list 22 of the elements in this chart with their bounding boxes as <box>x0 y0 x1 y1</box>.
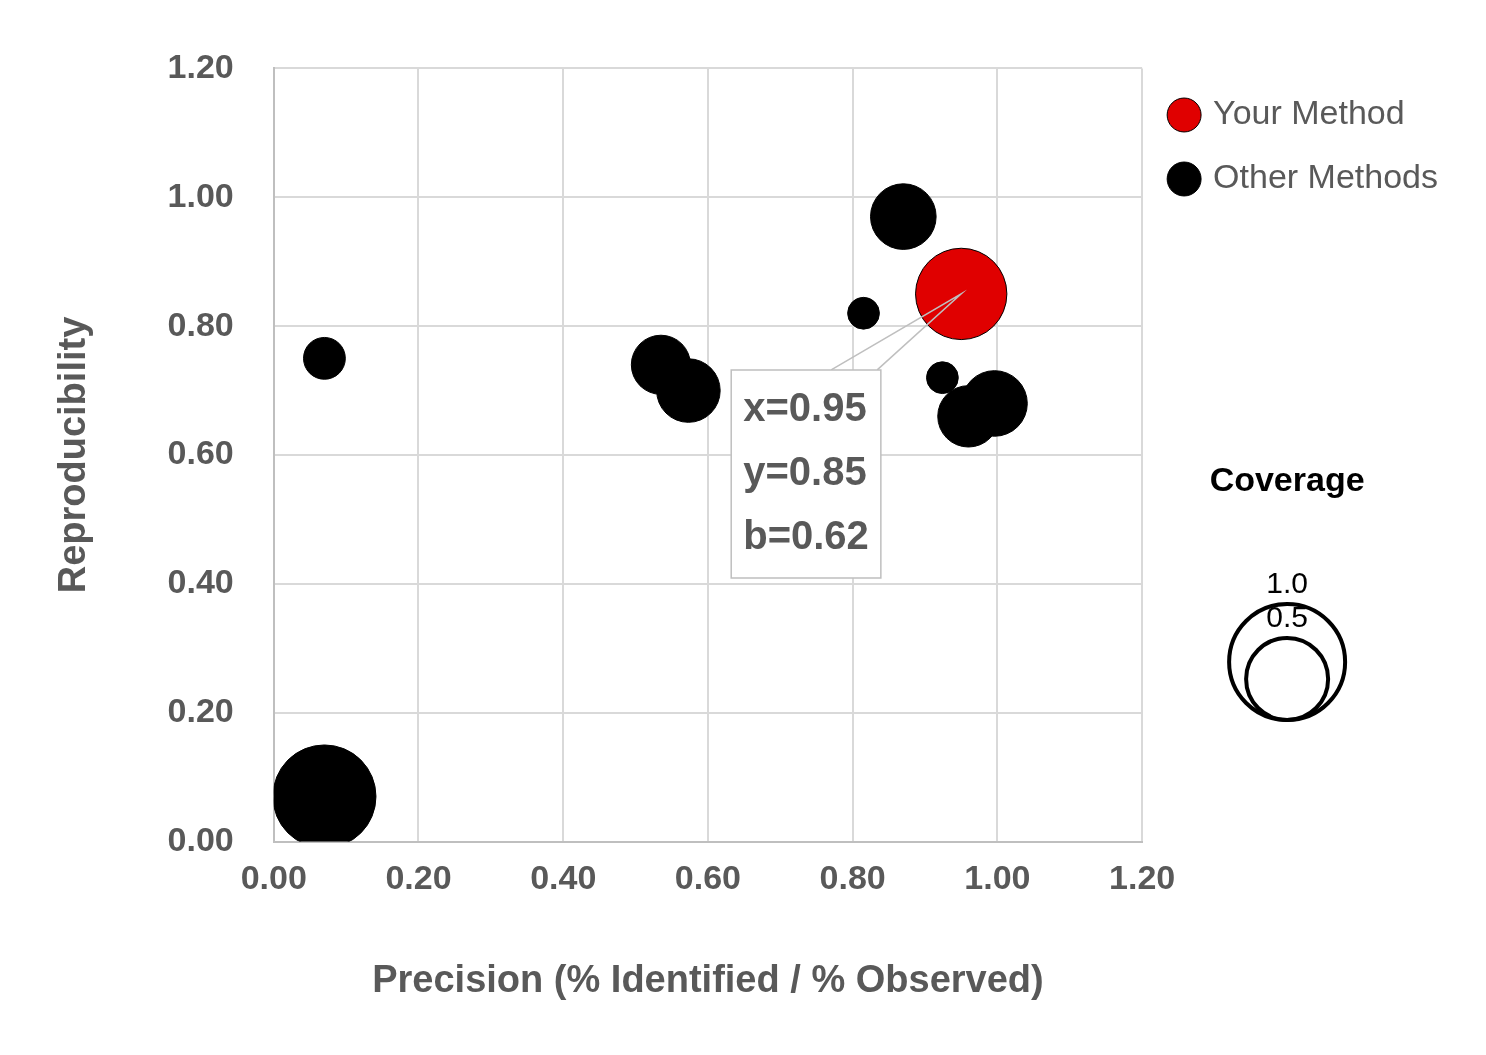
y-tick-label: 1.20 <box>167 46 234 85</box>
annotation: x=0.95 y=0.85 b=0.62 <box>743 384 869 557</box>
x-axis-title: Precision (% Identified / % Observed) <box>372 957 1044 1000</box>
legend-label: Other Methods <box>1213 157 1439 196</box>
legend-label: 1.0 <box>1266 566 1308 600</box>
x-tick-label: 0.00 <box>240 858 307 897</box>
legend-label: Your Method <box>1213 93 1405 132</box>
y-tick-label: 1.00 <box>167 175 234 214</box>
x-tick-label: 0.20 <box>385 858 452 897</box>
y-tick-label: 0.60 <box>167 433 234 472</box>
x-tick-label: 0.80 <box>819 858 886 897</box>
y-axis-title: Reproducibility <box>51 316 94 594</box>
y-tick-label: 0.20 <box>167 691 234 730</box>
y-tick-label: 0.40 <box>167 562 234 601</box>
y-tick-label: 0.80 <box>167 304 234 343</box>
x-tick-label: 1.20 <box>1109 858 1176 897</box>
legend-title: Coverage <box>1209 460 1365 499</box>
x-tick-label: 1.00 <box>964 858 1031 897</box>
legend-label: 0.5 <box>1266 600 1308 634</box>
y-tick-label: 0.00 <box>167 819 234 858</box>
x-tick-label: 0.40 <box>530 858 597 897</box>
x-tick-label: 0.60 <box>674 858 742 897</box>
